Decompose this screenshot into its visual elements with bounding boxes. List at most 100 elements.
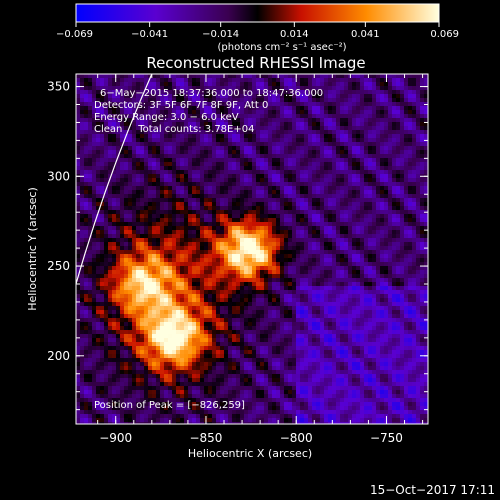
heatmap-cell — [180, 110, 185, 115]
heatmap-cell — [108, 90, 113, 95]
heatmap-cell — [348, 110, 353, 115]
heatmap-cell — [420, 162, 425, 167]
heatmap-cell — [236, 158, 241, 163]
heatmap-cell — [328, 186, 333, 191]
heatmap-cell — [408, 178, 413, 183]
heatmap-cell — [188, 142, 193, 147]
heatmap-cell — [220, 226, 225, 231]
heatmap-cell — [236, 186, 241, 191]
heatmap-cell — [144, 150, 149, 155]
heatmap-cell — [208, 262, 213, 267]
heatmap-cell — [140, 258, 145, 263]
heatmap-cell — [264, 286, 269, 291]
heatmap-cell — [88, 110, 93, 115]
heatmap-cell — [156, 146, 161, 151]
heatmap-cell — [96, 178, 101, 183]
heatmap-cell — [236, 194, 241, 199]
heatmap-cell — [260, 106, 265, 111]
heatmap-cell — [148, 278, 153, 283]
heatmap-cell — [128, 194, 133, 199]
heatmap-cell — [132, 174, 137, 179]
heatmap-cell — [280, 166, 285, 171]
heatmap-cell — [340, 234, 345, 239]
heatmap-cell — [220, 94, 225, 99]
heatmap-cell — [320, 106, 325, 111]
heatmap-cell — [160, 194, 165, 199]
heatmap-cell — [176, 222, 181, 227]
heatmap-cell — [184, 114, 189, 119]
heatmap-cell — [260, 242, 265, 247]
heatmap-cell — [284, 86, 289, 91]
heatmap-cell — [332, 118, 337, 123]
heatmap-cell — [192, 282, 197, 287]
heatmap-cell — [136, 146, 141, 151]
heatmap-cell — [364, 94, 369, 99]
heatmap-cell — [268, 230, 273, 235]
heatmap-cell — [168, 234, 173, 239]
heatmap-cell — [316, 178, 321, 183]
heatmap-cell — [364, 174, 369, 179]
heatmap-cell — [400, 142, 405, 147]
heatmap-cell — [212, 246, 217, 251]
heatmap-cell — [132, 86, 137, 91]
heatmap-cell — [336, 98, 341, 103]
heatmap-cell — [408, 258, 413, 263]
heatmap-cell — [196, 110, 201, 115]
heatmap-cell — [148, 174, 153, 179]
heatmap-cell — [296, 242, 301, 247]
heatmap-cell — [176, 238, 181, 243]
heatmap-cell — [168, 82, 173, 87]
heatmap-cell — [276, 94, 281, 99]
heatmap-cell — [164, 254, 169, 259]
heatmap-cell — [84, 258, 89, 263]
heatmap-cell — [248, 290, 253, 295]
heatmap-cell — [228, 150, 233, 155]
heatmap-cell — [248, 210, 253, 215]
heatmap-cell — [140, 90, 145, 95]
heatmap-cell — [300, 166, 305, 171]
heatmap-cell — [208, 118, 213, 123]
heatmap-cell — [280, 182, 285, 187]
heatmap-cell — [220, 86, 225, 91]
heatmap-cell — [236, 190, 241, 195]
heatmap-cell — [324, 234, 329, 239]
heatmap-cell — [156, 86, 161, 91]
heatmap-cell — [128, 274, 133, 279]
heatmap-cell — [160, 182, 165, 187]
heatmap-cell — [180, 182, 185, 187]
heatmap-cell — [168, 110, 173, 115]
heatmap-cell — [356, 142, 361, 147]
heatmap-cell — [256, 162, 261, 167]
heatmap-cell — [256, 82, 261, 87]
heatmap-cell — [104, 262, 109, 267]
heatmap-cell — [160, 166, 165, 171]
heatmap-cell — [336, 138, 341, 143]
heatmap-cell — [212, 86, 217, 91]
heatmap-cell — [220, 266, 225, 271]
heatmap-cell — [280, 130, 285, 135]
heatmap-cell — [392, 130, 397, 135]
heatmap-cell — [232, 178, 237, 183]
heatmap-cell — [80, 106, 85, 111]
heatmap-cell — [356, 202, 361, 207]
heatmap-cell — [156, 206, 161, 211]
heatmap-cell — [272, 210, 277, 215]
heatmap-cell — [144, 250, 149, 255]
heatmap-cell — [88, 270, 93, 275]
heatmap-cell — [340, 170, 345, 175]
heatmap-cell — [276, 238, 281, 243]
heatmap-cell — [128, 246, 133, 251]
heatmap-cell — [80, 162, 85, 167]
heatmap-cell — [212, 230, 217, 235]
heatmap-cell — [420, 90, 425, 95]
heatmap-cell — [204, 118, 209, 123]
heatmap-cell — [116, 278, 121, 283]
heatmap-cell — [404, 242, 409, 247]
heatmap-cell — [196, 230, 201, 235]
heatmap-cell — [344, 242, 349, 247]
heatmap-cell — [184, 214, 189, 219]
heatmap-cell — [140, 82, 145, 87]
heatmap-cell — [404, 270, 409, 275]
heatmap-cell — [76, 186, 81, 191]
heatmap-cell — [240, 290, 245, 295]
